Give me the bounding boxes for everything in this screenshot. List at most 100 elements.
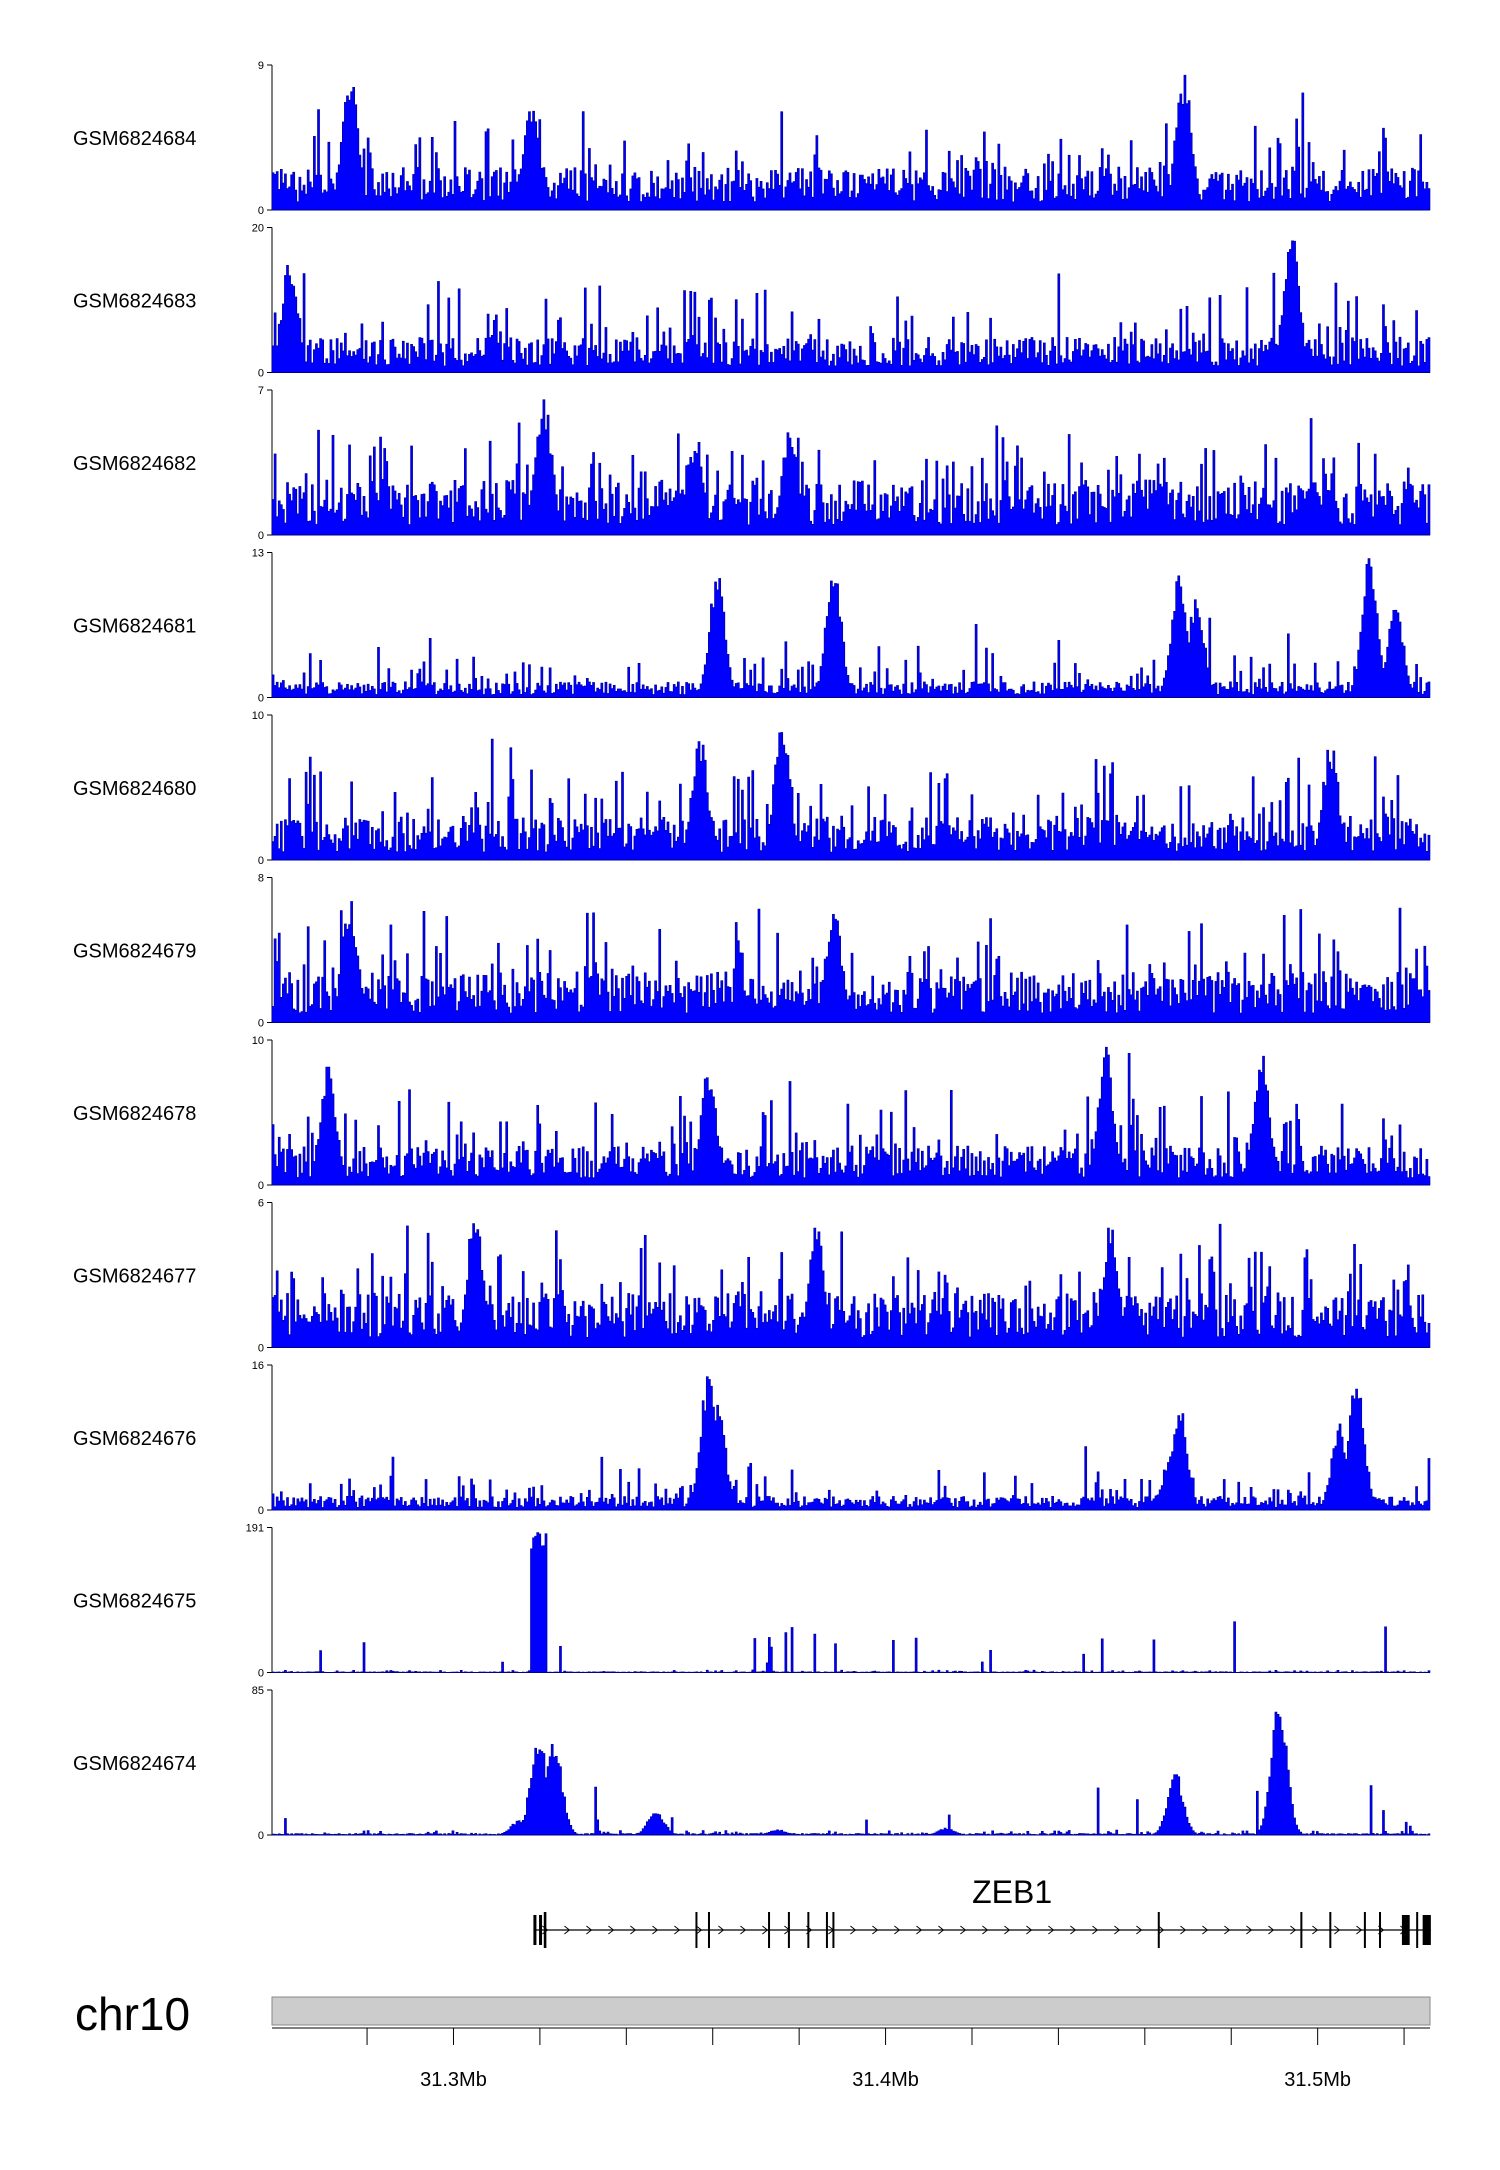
y-axis-max-label: 10 <box>252 1035 264 1047</box>
strand-chevron <box>1114 1925 1121 1935</box>
coverage-area <box>271 1046 1431 1186</box>
track-GSM6824683: GSM6824683 20 0 <box>73 223 1431 380</box>
track-label: GSM6824680 <box>73 778 196 800</box>
strand-chevron <box>960 1925 967 1935</box>
y-axis-max-label: 13 <box>252 548 264 560</box>
x-axis-tick-label: 31.3Mb <box>420 2069 487 2091</box>
chromosome-label: chr10 <box>75 1988 190 2040</box>
coverage-area <box>271 1376 1431 1511</box>
y-axis-min-label: 0 <box>258 1668 264 1680</box>
gene-exon <box>695 1912 698 1948</box>
gene-exon <box>533 1915 537 1945</box>
strand-chevron <box>1004 1925 1011 1935</box>
strand-chevron <box>1246 1925 1253 1935</box>
strand-chevron <box>1202 1925 1209 1935</box>
gene-exon <box>832 1912 835 1948</box>
track-GSM6824674: GSM6824674 85 0 <box>73 1685 1431 1842</box>
x-axis-tick-label: 31.5Mb <box>1284 2069 1351 2091</box>
y-axis-max-label: 8 <box>258 873 264 885</box>
y-axis-min-label: 0 <box>258 693 264 705</box>
strand-chevron <box>894 1925 901 1935</box>
track-GSM6824684: GSM6824684 9 0 <box>73 60 1431 217</box>
strand-chevron <box>1180 1925 1187 1935</box>
y-axis-max-label: 16 <box>252 1360 264 1372</box>
gene-exon <box>539 1915 543 1945</box>
strand-chevron <box>674 1925 681 1935</box>
gene-exon <box>787 1912 790 1948</box>
strand-chevron <box>652 1925 659 1935</box>
y-axis-min-label: 0 <box>258 1830 264 1842</box>
track-GSM6824677: GSM6824677 6 0 <box>73 1198 1431 1355</box>
strand-chevron <box>872 1925 879 1935</box>
track-GSM6824676: GSM6824676 16 0 <box>73 1360 1431 1517</box>
strand-chevron <box>1048 1925 1055 1935</box>
strand-chevron <box>1334 1925 1341 1935</box>
strand-chevron <box>718 1925 725 1935</box>
gene-exon <box>543 1912 547 1948</box>
strand-chevron <box>762 1925 769 1935</box>
gene-exon <box>1363 1912 1366 1948</box>
gene-exon <box>1422 1915 1431 1945</box>
gene-exon <box>1379 1912 1382 1948</box>
track-GSM6824680: GSM6824680 10 0 <box>73 710 1431 867</box>
strand-chevron <box>1136 1925 1143 1935</box>
gene-exon <box>1401 1915 1410 1945</box>
y-axis-min-label: 0 <box>258 205 264 217</box>
track-label: GSM6824678 <box>73 1103 196 1125</box>
strand-chevron <box>586 1925 593 1935</box>
strand-chevron <box>1026 1925 1033 1935</box>
strand-chevron <box>608 1925 615 1935</box>
gene-exon <box>1157 1912 1160 1948</box>
strand-chevron <box>696 1925 703 1935</box>
coverage-area <box>271 901 1431 1023</box>
coverage-area <box>271 399 1431 536</box>
coverage-area <box>271 240 1431 373</box>
genomic-axis: 31.3Mb 31.4Mb 31.5Mb <box>272 2027 1430 2091</box>
strand-chevron <box>1158 1925 1165 1935</box>
gene-track: ZEB1 <box>533 1874 1431 1948</box>
gene-exon <box>807 1912 810 1948</box>
gene-exon <box>1329 1912 1332 1948</box>
track-GSM6824678: GSM6824678 10 0 <box>73 1035 1431 1192</box>
gene-exon <box>707 1912 710 1948</box>
strand-chevron <box>916 1925 923 1935</box>
gene-exon <box>1300 1912 1303 1948</box>
y-axis-max-label: 85 <box>252 1685 264 1697</box>
track-label: GSM6824675 <box>73 1591 196 1613</box>
strand-chevron <box>1312 1925 1319 1935</box>
coverage-area <box>271 558 1431 698</box>
y-axis-min-label: 0 <box>258 1505 264 1517</box>
track-label: GSM6824684 <box>73 128 196 150</box>
track-label: GSM6824676 <box>73 1428 196 1450</box>
strand-chevron <box>1290 1925 1297 1935</box>
track-label: GSM6824681 <box>73 616 196 638</box>
track-label: GSM6824677 <box>73 1266 196 1288</box>
chromosome-band <box>271 1996 1431 2026</box>
strand-chevron <box>1070 1925 1077 1935</box>
strand-chevron <box>1092 1925 1099 1935</box>
gene-exon <box>1416 1912 1419 1948</box>
x-axis-tick-label: 31.4Mb <box>852 2069 919 2091</box>
signal-tracks: GSM682468490GSM6824683200GSM682468270GSM… <box>73 60 1431 1842</box>
coverage-area <box>271 732 1431 861</box>
track-label: GSM6824683 <box>73 291 196 313</box>
strand-chevron <box>1268 1925 1275 1935</box>
track-GSM6824681: GSM6824681 13 0 <box>73 548 1431 705</box>
gene-name-label: ZEB1 <box>972 1874 1052 1910</box>
y-axis-min-label: 0 <box>258 1018 264 1030</box>
y-axis-max-label: 191 <box>246 1523 264 1535</box>
track-GSM6824679: GSM6824679 8 0 <box>73 873 1431 1030</box>
y-axis-min-label: 0 <box>258 368 264 380</box>
strand-chevron <box>982 1925 989 1935</box>
y-axis-max-label: 6 <box>258 1198 264 1210</box>
track-GSM6824675: GSM6824675 191 0 <box>73 1523 1431 1680</box>
y-axis-min-label: 0 <box>258 1180 264 1192</box>
strand-chevron <box>564 1925 571 1935</box>
y-axis-min-label: 0 <box>258 1343 264 1355</box>
coverage-area <box>271 1223 1431 1348</box>
track-GSM6824682: GSM6824682 7 0 <box>73 385 1431 542</box>
y-axis-max-label: 20 <box>252 223 264 235</box>
coverage-area <box>271 1532 1431 1673</box>
track-label: GSM6824682 <box>73 453 196 475</box>
